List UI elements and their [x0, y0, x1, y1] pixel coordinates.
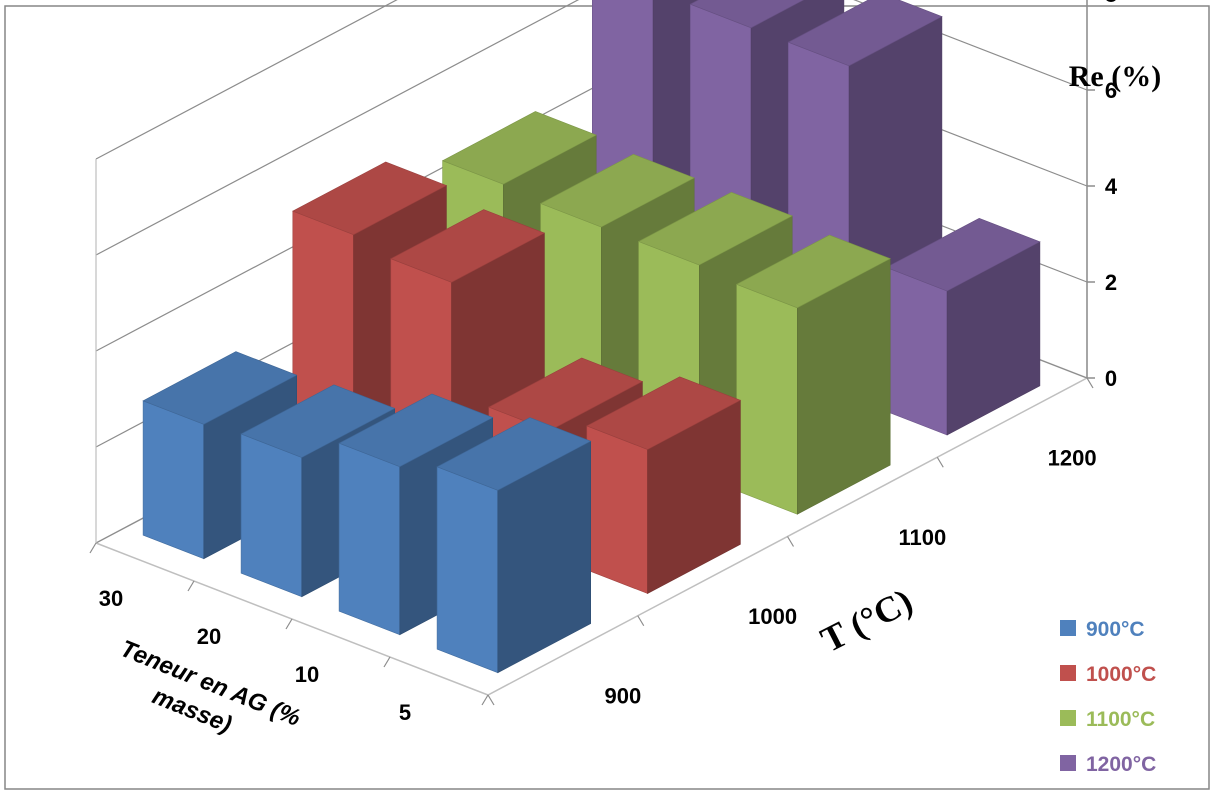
bar-top-face	[436, 417, 592, 491]
bar-front-face	[885, 266, 948, 436]
z-tick-label: 0	[1105, 366, 1117, 391]
depth-tick-label: 30	[99, 586, 123, 611]
bar-top-face	[539, 153, 695, 228]
depth-tick-mark	[187, 580, 195, 592]
legend-swatch	[1060, 620, 1076, 636]
x-tick-mark	[637, 615, 645, 627]
x-tick-label: 1000	[748, 604, 797, 629]
bar-top-face	[142, 351, 298, 425]
bar	[885, 217, 1041, 436]
x-tick-label: 1100	[899, 525, 947, 550]
x-tick-mark	[487, 694, 495, 706]
bar	[586, 376, 742, 594]
bar-top-face	[441, 111, 597, 185]
z-tick-label: 8	[1105, 0, 1117, 7]
legend: 900°C 1000°C 1100°C 1200°C	[1060, 618, 1156, 776]
bar-top-face	[689, 0, 805, 29]
x-tick-mark	[936, 456, 944, 468]
z-axis-title: Re (%)	[1069, 60, 1161, 93]
axes-group: 0 2 4 6 8 900 1000 1100 1200 5 10 20 30	[89, 0, 1118, 725]
x-tick-label: 900	[605, 683, 642, 708]
bar-top-face	[586, 376, 742, 450]
x-tick-label: 1200	[1048, 446, 1097, 471]
bar-top-face	[637, 191, 793, 266]
depth-tick-label: 20	[197, 624, 221, 649]
bar-top-face	[240, 384, 396, 458]
depth-tick-mark	[89, 542, 97, 554]
bar-front-face	[338, 442, 401, 636]
bar-group	[142, 0, 1041, 674]
depth-tick-mark	[285, 618, 293, 630]
legend-label: 900°C	[1086, 618, 1145, 641]
bar-top-face	[885, 217, 1041, 292]
bar-top-face	[735, 234, 891, 309]
legend-swatch	[1060, 710, 1076, 726]
bar-top-face	[390, 209, 546, 283]
bar-front-face	[240, 433, 303, 598]
bar	[436, 417, 592, 674]
depth-tick-label: 5	[399, 700, 411, 725]
depth-tick-mark	[481, 694, 489, 706]
z-tick-label: 2	[1105, 270, 1117, 295]
z-tick-label: 4	[1105, 174, 1118, 199]
x-tick-mark	[1086, 377, 1094, 389]
bar-top-face	[488, 357, 644, 432]
legend-swatch	[1060, 665, 1076, 681]
gridline	[95, 0, 1088, 256]
bar-front-face	[736, 283, 798, 515]
depth-tick-label: 10	[295, 662, 319, 687]
legend-label: 1000°C	[1086, 663, 1156, 686]
bar-top-face	[787, 0, 943, 67]
legend-label: 1200°C	[1086, 753, 1156, 776]
z-tick-label: 6	[1105, 78, 1117, 103]
bar-top-face	[292, 161, 448, 236]
bar-front-face	[142, 400, 205, 560]
bar-front-face	[586, 425, 648, 594]
bar-front-face	[436, 466, 499, 674]
x-tick-mark	[786, 536, 795, 547]
bar-top-face	[338, 393, 494, 468]
legend-swatch	[1060, 755, 1076, 771]
legend-label: 1100°C	[1086, 708, 1155, 731]
bar	[735, 234, 891, 515]
depth-tick-mark	[383, 656, 391, 668]
gridline	[95, 0, 398, 160]
